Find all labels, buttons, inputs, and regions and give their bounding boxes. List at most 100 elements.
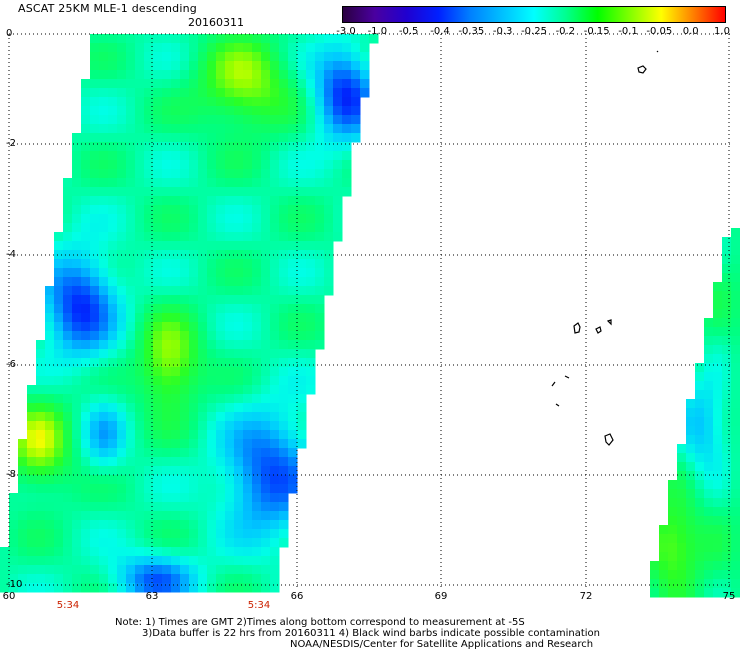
colorbar-tick-label: -0.2 <box>555 26 576 37</box>
swath-pixel <box>189 385 199 395</box>
swath-pixel <box>252 547 262 557</box>
swath-pixel <box>81 376 91 386</box>
swath-pixel <box>99 232 109 242</box>
swath-pixel <box>144 511 154 521</box>
swath-pixel <box>90 43 100 53</box>
swath-pixel <box>144 115 154 125</box>
swath-pixel <box>207 61 217 71</box>
swath-pixel <box>162 88 172 98</box>
swath-pixel <box>207 421 217 431</box>
swath-pixel <box>722 543 732 553</box>
swath-pixel <box>704 444 714 454</box>
coastlines <box>551 50 659 446</box>
swath-pixel <box>63 583 73 593</box>
swath-pixel <box>171 502 181 512</box>
swath-pixel <box>704 534 714 544</box>
swath-pixel <box>126 34 136 44</box>
swath-pixel <box>162 61 172 71</box>
swath-pixel <box>108 241 118 251</box>
swath-pixel <box>288 340 298 350</box>
swath-pixel <box>243 385 253 395</box>
swath-pixel <box>252 358 262 368</box>
swath-pixel <box>45 493 55 503</box>
swath-pixel <box>234 457 244 467</box>
swath-pixel <box>216 196 226 206</box>
swath-pixel <box>731 435 740 445</box>
swath-pixel <box>81 349 91 359</box>
swath-pixel <box>153 160 163 170</box>
swath-pixel <box>288 322 298 332</box>
swath-pixel <box>243 466 253 476</box>
swath-pixel <box>126 151 136 161</box>
swath-pixel <box>153 520 163 530</box>
swath-pixel <box>216 493 226 503</box>
swath-pixel <box>153 565 163 575</box>
swath-pixel <box>297 178 307 188</box>
swath-pixel <box>288 115 298 125</box>
swath-pixel <box>225 547 235 557</box>
swath-pixel <box>207 97 217 107</box>
swath-pixel <box>72 304 82 314</box>
swath-pixel <box>207 79 217 89</box>
swath-pixel <box>207 151 217 161</box>
swath-pixel <box>135 115 145 125</box>
swath-pixel <box>216 394 226 404</box>
swath-pixel <box>135 520 145 530</box>
swath-pixel <box>126 529 136 539</box>
swath-pixel <box>243 493 253 503</box>
swath-pixel <box>117 34 127 44</box>
swath-pixel <box>135 124 145 134</box>
swath-pixel <box>333 133 343 143</box>
swath-pixel <box>695 579 705 589</box>
swath-pixel <box>252 178 262 188</box>
swath-pixel <box>108 430 118 440</box>
swath-pixel <box>99 106 109 116</box>
swath-pixel <box>234 187 244 197</box>
swath-pixel <box>36 448 46 458</box>
swath-pixel <box>713 417 723 427</box>
swath-pixel <box>731 354 740 364</box>
swath-pixel <box>261 277 271 287</box>
swath-pixel <box>54 295 64 305</box>
swath-pixel <box>117 178 127 188</box>
swath-pixel <box>162 178 172 188</box>
swath-pixel <box>686 426 696 436</box>
swath-pixel <box>180 376 190 386</box>
swath-pixel <box>333 43 343 53</box>
swath-pixel <box>279 484 289 494</box>
swath-pixel <box>171 70 181 80</box>
swath-pixel <box>225 511 235 521</box>
swath-pixel <box>54 385 64 395</box>
swath-pixel <box>63 241 73 251</box>
swath-pixel <box>45 439 55 449</box>
swath-pixel <box>90 322 100 332</box>
swath-pixel <box>306 349 316 359</box>
swath-pixel <box>117 529 127 539</box>
swath-pixel <box>72 313 82 323</box>
swath-pixel <box>90 331 100 341</box>
swath-pixel <box>189 583 199 593</box>
swath-pixel <box>189 178 199 188</box>
swath-pixel <box>333 52 343 62</box>
swath-pixel <box>225 205 235 215</box>
swath-pixel <box>198 367 208 377</box>
swath-pixel <box>686 570 696 580</box>
swath-pixel <box>216 295 226 305</box>
swath-pixel <box>704 372 714 382</box>
swath-pixel <box>108 403 118 413</box>
swath-pixel <box>216 412 226 422</box>
swath-pixel <box>234 106 244 116</box>
swath-pixel <box>126 79 136 89</box>
swath-pixel <box>198 151 208 161</box>
swath-pixel <box>180 358 190 368</box>
swath-pixel <box>180 394 190 404</box>
swath-pixel <box>261 502 271 512</box>
swath-pixel <box>90 214 100 224</box>
swath-pixel <box>153 214 163 224</box>
swath-pixel <box>162 556 172 566</box>
swath-pixel <box>144 529 154 539</box>
swath-pixel <box>81 448 91 458</box>
swath-pixel <box>99 457 109 467</box>
swath-pixel <box>306 97 316 107</box>
